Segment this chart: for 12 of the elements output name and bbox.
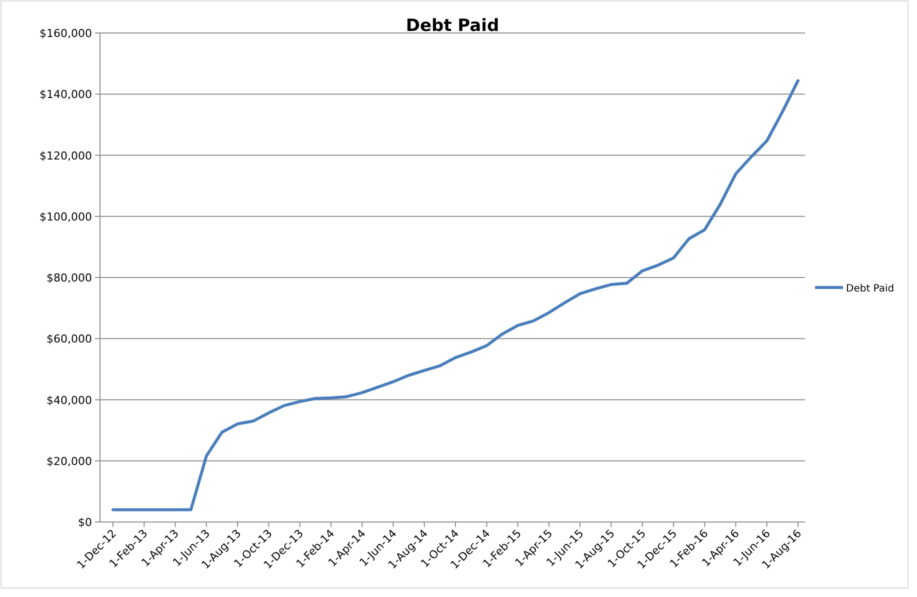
y-tick-label: $160,000 bbox=[40, 27, 92, 40]
legend-label: Debt Paid bbox=[846, 284, 894, 294]
y-tick-label: $20,000 bbox=[46, 454, 92, 468]
y-tick-label: $0 bbox=[78, 516, 92, 529]
line-series bbox=[112, 79, 800, 512]
chart-title: Debt Paid bbox=[406, 16, 500, 36]
y-tick-label: $60,000 bbox=[46, 332, 92, 346]
y-tick-label: $100,000 bbox=[40, 210, 92, 224]
y-tick-label: $80,000 bbox=[46, 272, 92, 284]
y-tick-label: $140,000 bbox=[40, 88, 92, 102]
y-tick-label: $40,000 bbox=[46, 394, 92, 407]
y-tick-label: $120,000 bbox=[40, 149, 92, 162]
